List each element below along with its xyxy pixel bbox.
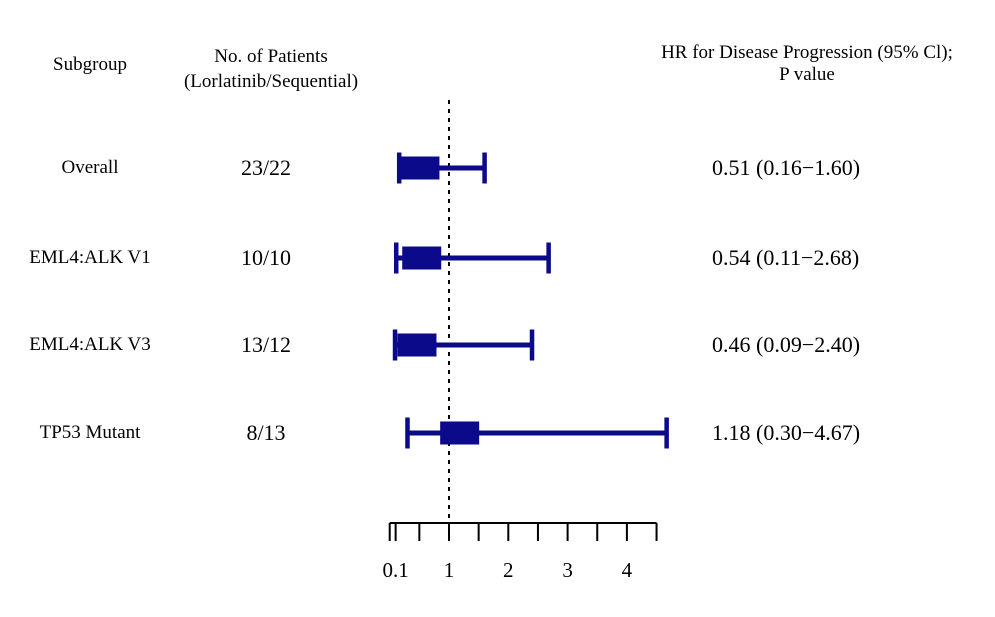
ci-upper-cap-3 [664,417,669,449]
column-header-patients-line2: (Lorlatinib/Sequential) [183,71,359,92]
hr-ci-value: 0.51 (0.16−1.60) [712,155,861,180]
ci-upper-cap-2 [529,329,535,361]
ci-lower-cap-0 [396,152,402,184]
x-axis-tick-label: 3 [562,558,573,582]
ci-upper-cap-1 [546,242,551,274]
subgroup-label: EML4:ALK V1 [29,247,151,268]
subgroup-label: Overall [61,157,119,178]
ci-lower-cap-3 [405,417,410,449]
hr-point-box-1 [402,246,442,270]
subgroup-label: EML4:ALK V3 [29,334,151,355]
ci-lower-cap-1 [393,242,399,274]
column-header-hr-line2: P value [779,64,835,85]
x-axis-tick-label: 2 [503,558,514,582]
ci-upper-cap-0 [482,152,487,184]
patients-value: 23/22 [240,155,292,180]
patients-value: 10/10 [240,245,292,270]
column-header-subgroup: Subgroup [0,52,180,77]
column-header-patients: No. of Patients (Lorlatinib/Sequential) [178,44,364,94]
x-axis-tick-label: 1 [444,558,455,582]
column-header-subgroup-text: Subgroup [53,54,127,75]
column-header-patients-line1: No. of Patients [214,46,328,67]
ci-lower-cap-2 [392,329,398,361]
hr-point-box-2 [397,333,437,357]
column-header-hr-line1: HR for Disease Progression (95% Cl); [661,42,953,63]
hr-ci-value: 1.18 (0.30−4.67) [712,420,861,445]
hr-ci-value: 0.46 (0.09−2.40) [712,332,861,357]
hr-ci-value: 0.54 (0.11−2.68) [712,245,860,270]
patients-value: 8/13 [246,420,286,445]
hr-point-box-3 [440,421,480,445]
column-header-hr-ci: HR for Disease Progression (95% Cl); P v… [618,42,995,86]
x-axis-tick-label: 0.1 [383,558,409,582]
subgroup-label: TP53 Mutant [39,422,141,443]
hr-point-box-0 [400,156,440,180]
patients-value: 13/12 [240,332,292,357]
x-axis-tick-label: 4 [622,558,633,582]
